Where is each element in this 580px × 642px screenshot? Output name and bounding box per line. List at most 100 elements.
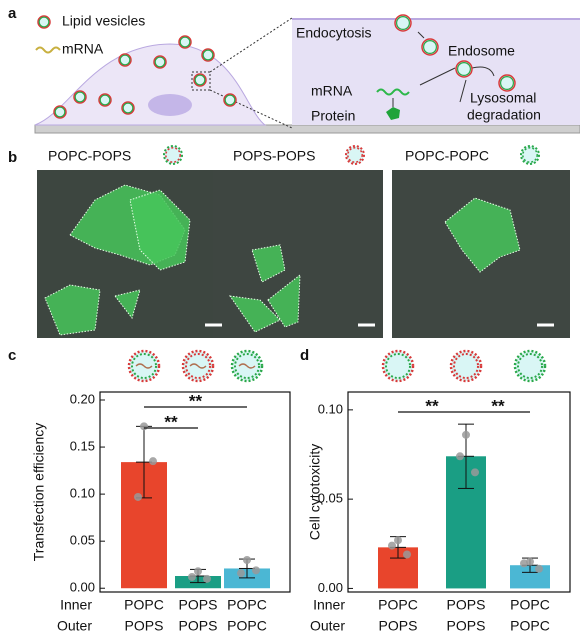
vesicle xyxy=(455,60,473,78)
y-tick-label: 0.20 xyxy=(70,391,95,406)
vesicle-icon xyxy=(163,145,183,165)
data-point xyxy=(403,550,411,559)
vesicle xyxy=(121,101,135,115)
data-point xyxy=(535,564,543,573)
vesicle-icon xyxy=(345,145,365,165)
vesicle xyxy=(394,14,412,32)
axes-frame xyxy=(347,391,571,593)
axes-frame xyxy=(99,391,291,593)
vesicle-icon xyxy=(234,353,260,379)
image-title: POPS-POPS xyxy=(233,148,315,164)
x-tick-label: POPS xyxy=(179,597,218,613)
data-point xyxy=(462,430,470,439)
vesicle xyxy=(54,106,66,118)
vesicle xyxy=(98,93,112,107)
arrow xyxy=(417,31,495,103)
y-axis-label: Transfection efficiency xyxy=(31,423,47,562)
diagram-label: Endosome xyxy=(448,43,515,59)
mrna-icon xyxy=(35,46,61,54)
panel-label: a xyxy=(8,5,17,22)
data-point xyxy=(203,574,211,583)
x-tick-label: POPC xyxy=(510,597,550,613)
protein-icon xyxy=(386,107,400,120)
diagram-label: Endocytosis xyxy=(296,25,371,41)
vesicle xyxy=(223,93,237,107)
vesicle-icon xyxy=(185,353,211,379)
vesicle-icon xyxy=(131,353,157,379)
vesicle xyxy=(38,16,50,28)
cells xyxy=(44,184,521,336)
vesicle-icon xyxy=(520,145,540,165)
data-point xyxy=(471,468,479,477)
vesicle xyxy=(498,74,516,92)
row-label: Inner xyxy=(60,597,92,613)
x-tick-label: POPS xyxy=(379,618,418,634)
data-point xyxy=(134,492,142,501)
y-tick-label: 0.10 xyxy=(318,401,343,416)
x-tick-label: POPC xyxy=(378,597,418,613)
row-label: Outer xyxy=(310,618,345,634)
vesicle xyxy=(224,94,236,106)
nucleus xyxy=(148,94,192,116)
vesicle-icon xyxy=(165,147,181,163)
y-tick-label: 0.05 xyxy=(70,533,95,548)
vesicle-icon xyxy=(517,353,543,379)
diagram-label: degradation xyxy=(467,107,541,123)
vesicle xyxy=(194,74,206,86)
row-label: Inner xyxy=(313,597,345,613)
vesicle-icon xyxy=(385,353,411,379)
mrna-icon xyxy=(238,363,256,369)
x-tick-label: POPC xyxy=(227,618,267,634)
vesicle-icon xyxy=(347,147,363,163)
data-point xyxy=(149,457,157,466)
vesicle xyxy=(396,16,411,31)
panel-label: b xyxy=(8,149,17,166)
y-tick-label: 0.00 xyxy=(318,580,343,595)
x-tick-label: POPC xyxy=(124,597,164,613)
data-point xyxy=(394,536,402,545)
panel-label: c xyxy=(8,347,16,364)
vesicle xyxy=(179,36,191,48)
diagram-label: Protein xyxy=(311,108,355,124)
mrna-icon xyxy=(376,88,410,96)
y-axis-label: Cell cytotoxicity xyxy=(307,444,323,540)
mrna-icon xyxy=(189,363,207,369)
data-point xyxy=(520,559,528,568)
x-tick-label: POPC xyxy=(510,618,550,634)
significance-label: ** xyxy=(164,412,178,431)
vesicle xyxy=(119,54,131,66)
diagram-label: mRNA xyxy=(311,83,353,99)
vesicle xyxy=(122,102,134,114)
x-tick-label: POPS xyxy=(447,618,486,634)
vesicle xyxy=(99,94,111,106)
x-tick-label: POPS xyxy=(125,618,164,634)
vesicle-icon xyxy=(449,349,483,383)
significance-label: ** xyxy=(425,396,439,415)
zoom-box xyxy=(191,71,211,91)
legend-label: mRNA xyxy=(62,41,104,57)
vesicle xyxy=(74,91,86,103)
data-point xyxy=(243,556,251,564)
vesicle-icon xyxy=(453,353,479,379)
vesicle xyxy=(202,49,214,61)
data-point xyxy=(188,572,196,581)
data-point xyxy=(194,567,202,576)
vesicle xyxy=(421,38,439,56)
row-label: Outer xyxy=(57,618,92,634)
image-title: POPC-POPS xyxy=(48,148,131,164)
y-tick-label: 0.05 xyxy=(318,491,343,506)
image-title: POPC-POPC xyxy=(405,148,489,164)
y-tick-label: 0.15 xyxy=(70,438,95,453)
x-tick-label: POPS xyxy=(179,618,218,634)
vesicle xyxy=(154,56,166,68)
vesicle-icon xyxy=(381,349,415,383)
vesicle xyxy=(500,75,515,90)
vesicle xyxy=(193,73,207,87)
x-tick-label: POPC xyxy=(227,597,267,613)
data-point xyxy=(526,557,534,566)
data-point xyxy=(252,566,260,575)
data-point xyxy=(388,541,396,550)
vesicle xyxy=(423,39,438,54)
y-tick-label: 0.00 xyxy=(70,580,95,595)
